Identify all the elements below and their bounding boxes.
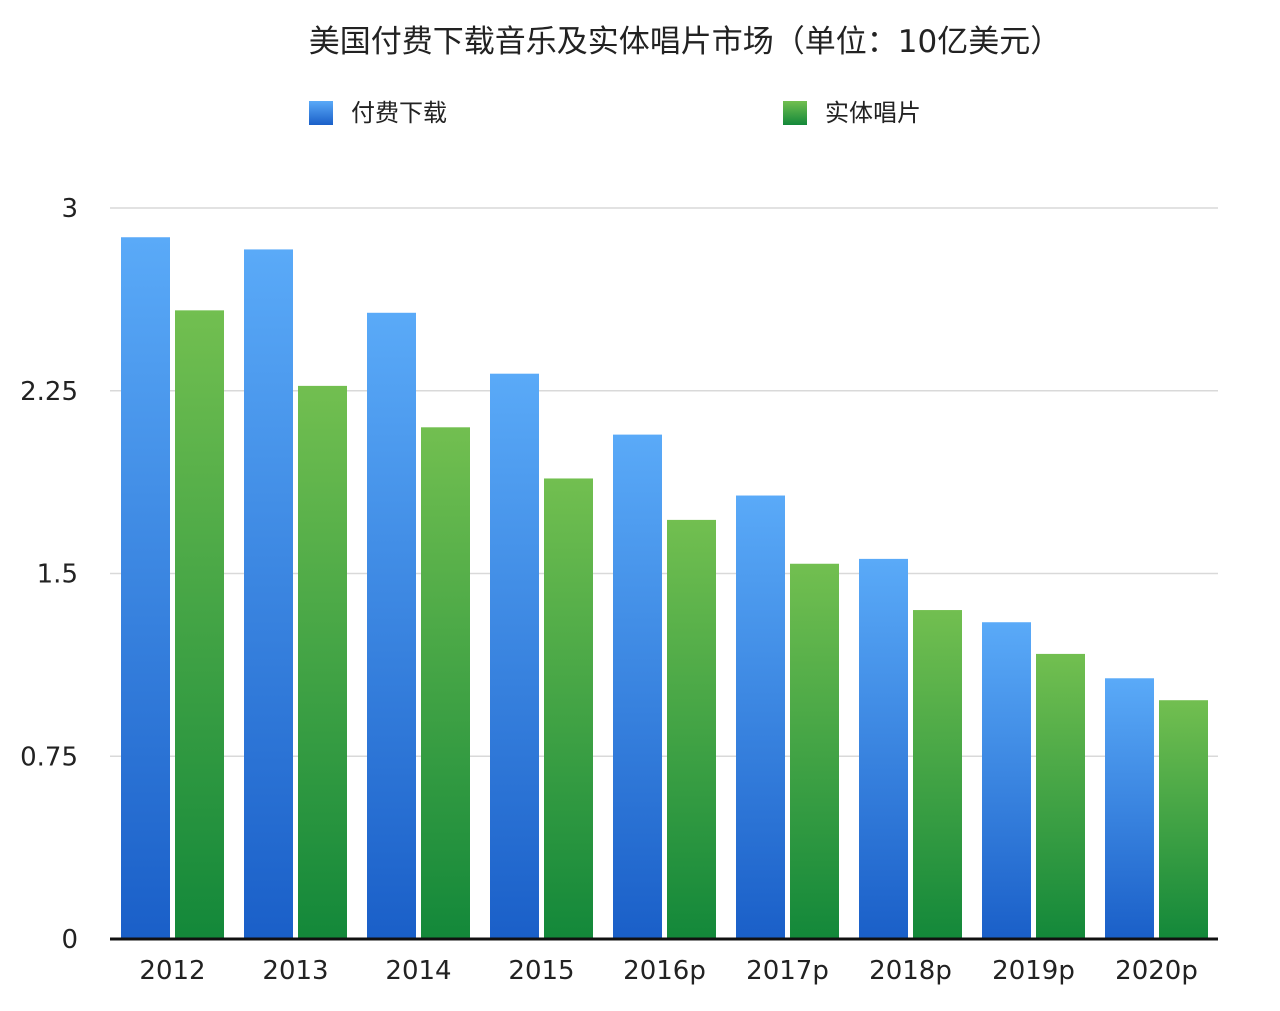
- x-tick-label: 2012: [139, 956, 205, 986]
- x-tick-label: 2018p: [869, 956, 952, 986]
- bar-download-2012: [121, 237, 170, 940]
- legend-item-physical: 实体唱片: [783, 99, 921, 127]
- y-tick-label: 2.25: [20, 377, 78, 407]
- y-tick-label: 0: [61, 925, 78, 955]
- bar-physical-2019p: [1036, 653, 1085, 939]
- x-axis-labels: 2012 2013 2014 2015 2016p 2017p 2018p 2019p 2020…: [139, 956, 1197, 986]
- x-tick-label: 2017p: [746, 956, 829, 986]
- y-tick-label: 1.5: [37, 560, 78, 590]
- chart-title: 美国付费下载音乐及实体唱片市场（单位：10亿美元）: [309, 24, 1061, 60]
- bar-download-2016p: [613, 434, 662, 939]
- bar-physical-2018p: [913, 610, 962, 939]
- bar-download-2019p: [982, 622, 1031, 939]
- y-axis-ticks: 0 0.75 1.5 2.25 3: [20, 194, 78, 955]
- bar-download-2014: [367, 312, 416, 939]
- bar-physical-2012: [175, 310, 224, 940]
- legend-item-download: 付费下载: [309, 99, 447, 127]
- bar-physical-2014: [421, 427, 470, 939]
- bar-download-2015: [490, 373, 539, 939]
- x-tick-label: 2015: [508, 956, 574, 986]
- x-tick-label: 2014: [385, 956, 451, 986]
- bars: [121, 237, 1208, 940]
- bar-physical-2020p: [1159, 700, 1208, 939]
- bar-physical-2015: [544, 478, 593, 939]
- bar-download-2020p: [1105, 678, 1154, 939]
- x-tick-label: 2019p: [992, 956, 1075, 986]
- bar-download-2017p: [736, 495, 785, 939]
- y-tick-label: 0.75: [20, 742, 78, 772]
- bar-physical-2017p: [790, 563, 839, 939]
- bar-physical-2016p: [667, 519, 716, 939]
- gridlines: [110, 207, 1218, 757]
- y-tick-label: 3: [61, 194, 78, 224]
- legend: 付费下载 实体唱片: [309, 99, 921, 127]
- bar-download-2018p: [859, 558, 908, 939]
- legend-swatch-download: [309, 101, 333, 125]
- bar-download-2013: [244, 249, 293, 939]
- x-tick-label: 2013: [262, 956, 328, 986]
- x-tick-label: 2020p: [1115, 956, 1198, 986]
- bar-physical-2013: [298, 385, 347, 939]
- legend-swatch-physical: [783, 101, 807, 125]
- legend-label-physical: 实体唱片: [825, 99, 921, 127]
- x-tick-label: 2016p: [623, 956, 706, 986]
- legend-label-download: 付费下载: [351, 99, 447, 127]
